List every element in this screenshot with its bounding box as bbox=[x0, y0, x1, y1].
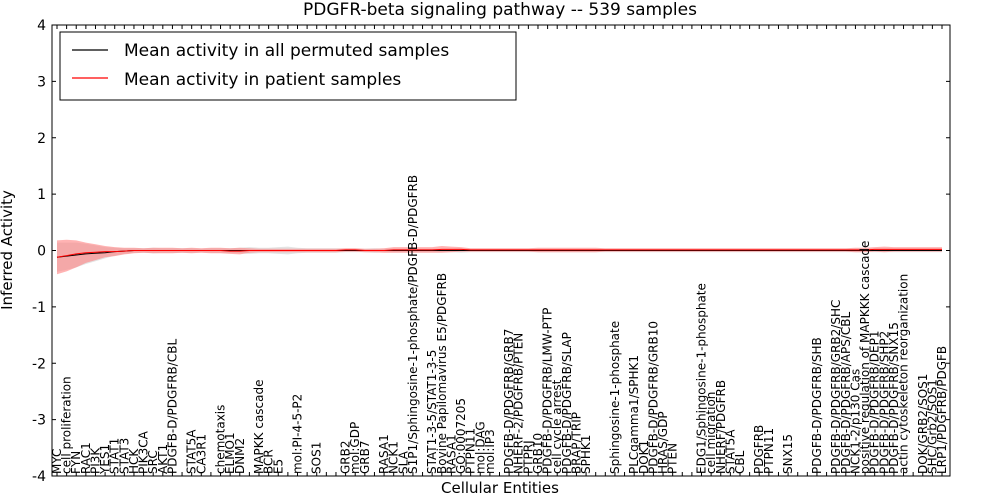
x-tick-label: PDGFB-D/PDGFRB/GRB10 bbox=[646, 321, 660, 474]
x-axis-label: Cellular Entities bbox=[441, 479, 559, 497]
x-tick-label: PTPN11 bbox=[464, 428, 478, 474]
x-tick-label: chemotaxis bbox=[214, 405, 228, 474]
x-tick-label: NCK1-2/p130 Cas bbox=[848, 369, 862, 474]
x-tick-label: GO:0007205 bbox=[454, 398, 468, 474]
x-tick-label: DOK/GRB2/SOS1 bbox=[916, 374, 930, 474]
x-tick-label: positive regulation of MAPKKK cascade bbox=[858, 241, 872, 474]
x-tick-label: PDGFRB bbox=[752, 425, 766, 474]
y-tick-label: -4 bbox=[32, 469, 46, 485]
y-tick-label: 4 bbox=[37, 18, 46, 34]
plot-area bbox=[56, 239, 942, 275]
chart-title: PDGFR-beta signaling pathway -- 539 samp… bbox=[303, 0, 697, 20]
y-tick-label: 1 bbox=[37, 187, 46, 203]
x-tick-label: PTEN bbox=[666, 443, 680, 474]
y-tick-label: 2 bbox=[37, 131, 46, 147]
x-tick-label: CA3R1 bbox=[194, 434, 208, 474]
x-tick-label: PDGFB-D/PDGFRB/GRB7 bbox=[502, 329, 516, 474]
x-tick-label: GRB10 bbox=[531, 433, 545, 474]
x-tick-label: BRAP/TRIP bbox=[570, 412, 584, 474]
x-tick-label: STAT1 bbox=[108, 438, 122, 474]
x-tick-label: E5 bbox=[271, 459, 285, 474]
y-axis-label: Inferred Activity bbox=[0, 190, 16, 310]
x-tick-label: GRB2 bbox=[339, 440, 353, 474]
y-tick-label: -2 bbox=[32, 356, 46, 372]
x-tick-label: AKT1 bbox=[156, 444, 170, 474]
x-tick-label: PTPN11 bbox=[762, 428, 776, 474]
x-tick-label: ELMO1 bbox=[223, 432, 237, 474]
x-tick-label: Bovine Papilomavirus E5/PDGFRB bbox=[435, 273, 449, 474]
x-tick-label: PDGFB-D/PDGFRB/CBL bbox=[165, 339, 179, 474]
x-tick-label: SHC/Grb2/SOS1 bbox=[925, 379, 939, 474]
x-tick-label: SLA bbox=[396, 450, 410, 474]
x-tick-label: PDGFB-D/PDGFRB/SLAP bbox=[560, 332, 574, 474]
x-tick-label: PI3K bbox=[89, 447, 103, 474]
x-tick-label: PDGFB-D/PDGFRB/SHP2 bbox=[877, 331, 891, 474]
y-tick-label: 3 bbox=[37, 74, 46, 90]
x-tick-label: SOS1 bbox=[310, 442, 324, 474]
x-tick-label: cell proliferation bbox=[60, 376, 74, 474]
x-tick-label: PDGFB-D/PDGFRB/APS/CBL bbox=[839, 311, 853, 474]
x-tick-label: PDGFB-D/PDGFRB/SNX15 bbox=[887, 322, 901, 474]
x-tick-label: S1P1/Sphingosine-1-phosphate/PDGFB-D/PDG… bbox=[406, 175, 420, 474]
x-tick-label: cell migration bbox=[704, 392, 718, 474]
x-tick-label: BCR bbox=[262, 449, 276, 474]
x-tick-label: STAT1-3-5/STAT1-3-5 bbox=[425, 350, 439, 474]
x-tick-label: SNX15 bbox=[781, 434, 795, 474]
legend-label-permuted: Mean activity in all permuted samples bbox=[124, 41, 449, 61]
x-tick-label: NHERF-2/PDGFRB/PTEN bbox=[512, 333, 526, 474]
x-tick-label: DOK1 bbox=[637, 440, 651, 474]
legend-label-patient: Mean activity in patient samples bbox=[124, 70, 401, 90]
x-tick-label: DNM2 bbox=[233, 438, 247, 474]
series-band-0 bbox=[57, 242, 942, 272]
series-band-1 bbox=[57, 239, 942, 275]
x-tick-label: NHERF/PDGFRB bbox=[714, 380, 728, 474]
x-tick-label: EDG1/Sphingosine-1-phosphate bbox=[695, 283, 709, 474]
x-tick-label: YES1 bbox=[98, 444, 112, 475]
x-tick-label: STAT5A bbox=[185, 429, 199, 474]
x-tick-label: STAT3 bbox=[117, 438, 131, 474]
legend-box bbox=[59, 31, 517, 101]
x-tick-label: CBL bbox=[733, 450, 747, 474]
x-tick-label: PDGFB-D/PDGFRB/SHB bbox=[810, 337, 824, 474]
x-tick-label: HCK bbox=[127, 448, 141, 474]
x-tick-label: mol:DAG bbox=[473, 421, 487, 474]
x-tick-label: PTPRJ bbox=[521, 440, 535, 474]
x-tick-label: RASA1 bbox=[377, 434, 391, 474]
x-tick-label: SPHK1 bbox=[579, 435, 593, 474]
y-axis: -4 -3 -2 -1 0 1 2 3 4 bbox=[32, 18, 950, 485]
x-tick-label: PDGFB-D/PDGFRB/GRB2/SHC bbox=[829, 300, 843, 474]
x-tick-label: mol:IP3 bbox=[483, 429, 497, 474]
x-tick-label: Sphingosine-1-phosphate bbox=[608, 321, 622, 474]
x-tick-label: MYC bbox=[50, 449, 64, 474]
x-tick-label: cell cycle arrest bbox=[550, 379, 564, 474]
x-tick-label: HRAS/GDP bbox=[656, 411, 670, 474]
x-tick-label: STAT5A bbox=[723, 429, 737, 474]
x-tick-label: RAC1 bbox=[79, 442, 93, 474]
x-tick-label: NCK1 bbox=[387, 441, 401, 474]
x-tick-label: PDGFB-D/PDGFRB/DEP1 bbox=[868, 331, 882, 475]
x-tick-label: MAPKK cascade bbox=[252, 379, 266, 474]
x-tick-label: mol:GDP bbox=[348, 422, 362, 474]
x-tick-label: GRB7 bbox=[358, 440, 372, 474]
x-tick-label: PIK3CA bbox=[137, 430, 151, 474]
y-tick-label: 0 bbox=[37, 244, 46, 260]
x-tick-label: PDGFB-D/PDGFRB/LMW-PTP bbox=[541, 308, 555, 474]
x-tick-label: RASA1 bbox=[444, 434, 458, 474]
x-tick-label: actin cytoskeleton reorganization bbox=[897, 274, 911, 474]
x-tick-label: mol:PI-4-5-P2 bbox=[291, 394, 305, 474]
x-tick-label: PLCgamma1/SPHK1 bbox=[627, 355, 641, 474]
x-tick-label: SRC bbox=[146, 450, 160, 474]
legend: Mean activity in all permuted samples Me… bbox=[59, 31, 517, 101]
x-tick-label: FYN bbox=[69, 451, 83, 474]
y-tick-label: -1 bbox=[32, 300, 46, 316]
series-line-1 bbox=[56, 248, 942, 258]
x-tick-label: LRP1/PDGFRB/PDGFB bbox=[935, 346, 949, 474]
y-tick-label: -3 bbox=[32, 413, 46, 429]
